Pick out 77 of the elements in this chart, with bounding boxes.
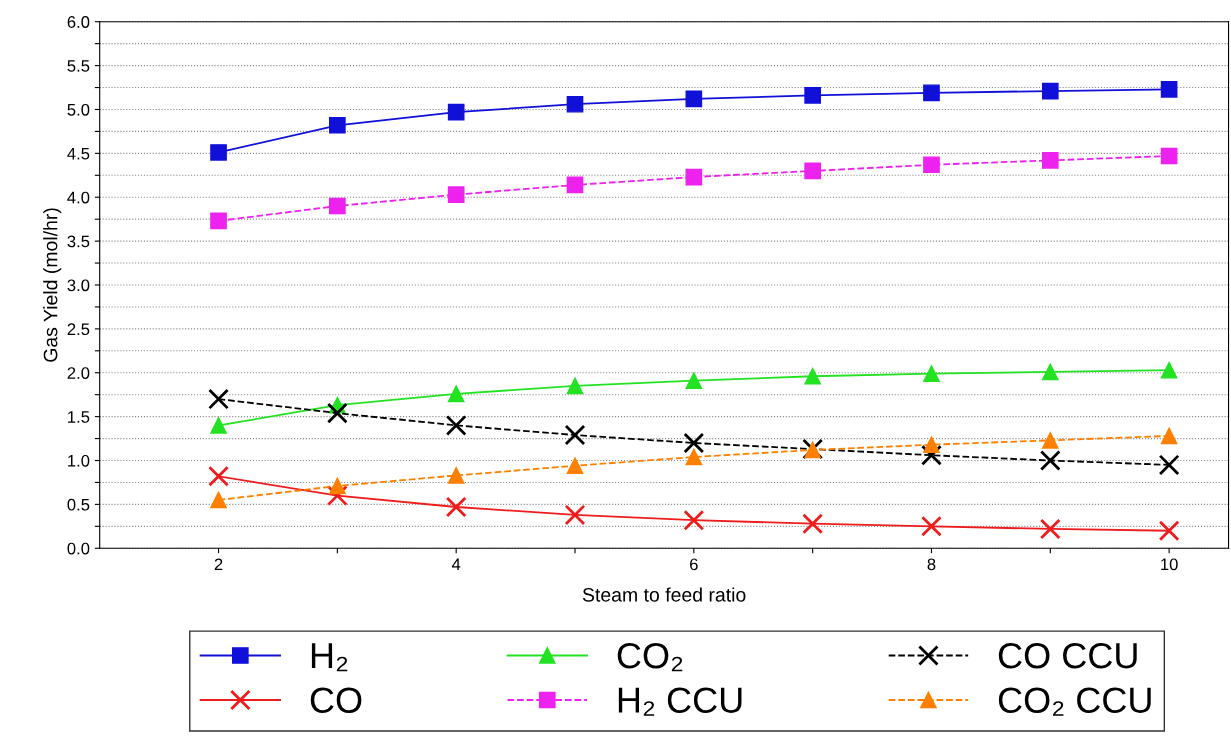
point <box>921 515 942 537</box>
point <box>1041 82 1059 100</box>
point <box>1160 361 1178 379</box>
point <box>1160 80 1178 98</box>
point <box>447 467 465 484</box>
y-tick-label: 0.0 <box>67 542 90 555</box>
legend-label: H₂ <box>311 643 348 672</box>
point <box>566 95 584 113</box>
point <box>1041 363 1059 381</box>
point <box>208 465 229 487</box>
point <box>683 509 705 531</box>
point <box>447 385 465 403</box>
point <box>1158 454 1180 476</box>
point <box>329 197 346 215</box>
point <box>447 103 465 121</box>
y-tick-label: 0.5 <box>67 498 90 511</box>
point <box>685 90 703 108</box>
point <box>1160 147 1178 165</box>
y-tick-label: 2.5 <box>67 323 90 336</box>
y-tick-label: 1.5 <box>68 411 90 423</box>
point <box>566 457 584 475</box>
y-tick-label: 5.0 <box>67 103 90 116</box>
point <box>685 168 703 186</box>
point <box>329 116 346 134</box>
y-tick-label: 4.5 <box>67 147 90 160</box>
point <box>326 485 348 507</box>
legend-label: CO <box>310 687 362 713</box>
y-tick-label: 3.0 <box>67 279 90 292</box>
point <box>564 424 586 446</box>
point <box>685 448 703 466</box>
point <box>804 87 821 104</box>
point <box>1158 520 1180 542</box>
x-axis-title: Steam to feed ratio <box>582 587 746 602</box>
point <box>445 414 467 436</box>
point <box>329 477 346 495</box>
point <box>210 144 227 161</box>
x-tick-label: 2 <box>214 558 223 571</box>
x-tick-label: 4 <box>451 558 461 571</box>
x-tick-label: 6 <box>690 558 698 571</box>
point <box>566 377 584 395</box>
y-tick-label: 6.0 <box>67 16 90 28</box>
point <box>447 186 465 203</box>
point <box>208 388 229 410</box>
point <box>1039 518 1061 540</box>
y-tick-label: 4.0 <box>67 191 90 204</box>
point <box>923 156 940 174</box>
point <box>804 162 821 180</box>
point <box>804 367 821 385</box>
y-axis-title: Gas Yield (mol/hr) <box>43 208 62 362</box>
point <box>210 417 227 434</box>
y-tick-label: 5.5 <box>67 60 90 72</box>
point <box>923 436 940 454</box>
x-tick-label: 10 <box>1161 558 1178 571</box>
point <box>685 372 703 389</box>
legend-label: CO₂ CCU <box>998 687 1151 716</box>
point <box>923 84 940 102</box>
point <box>564 504 586 526</box>
point <box>1039 450 1061 471</box>
y-tick-label: 1.0 <box>68 454 90 467</box>
point <box>1041 431 1059 449</box>
point <box>802 513 824 535</box>
point <box>445 496 467 518</box>
point <box>326 402 348 424</box>
point <box>210 212 227 230</box>
point <box>1041 152 1059 169</box>
legend-label: CO CCU <box>998 642 1137 669</box>
point <box>921 444 942 466</box>
x-tick-label: 8 <box>927 558 936 571</box>
point <box>683 432 705 454</box>
point <box>210 491 227 509</box>
point <box>1160 427 1178 445</box>
point <box>566 176 584 194</box>
legend-label: H₂ CCU <box>618 687 742 716</box>
legend-label: CO₂ <box>617 642 683 672</box>
point <box>923 365 940 382</box>
y-tick-label: 2.0 <box>67 367 90 379</box>
y-tick-label: 3.5 <box>67 235 90 248</box>
